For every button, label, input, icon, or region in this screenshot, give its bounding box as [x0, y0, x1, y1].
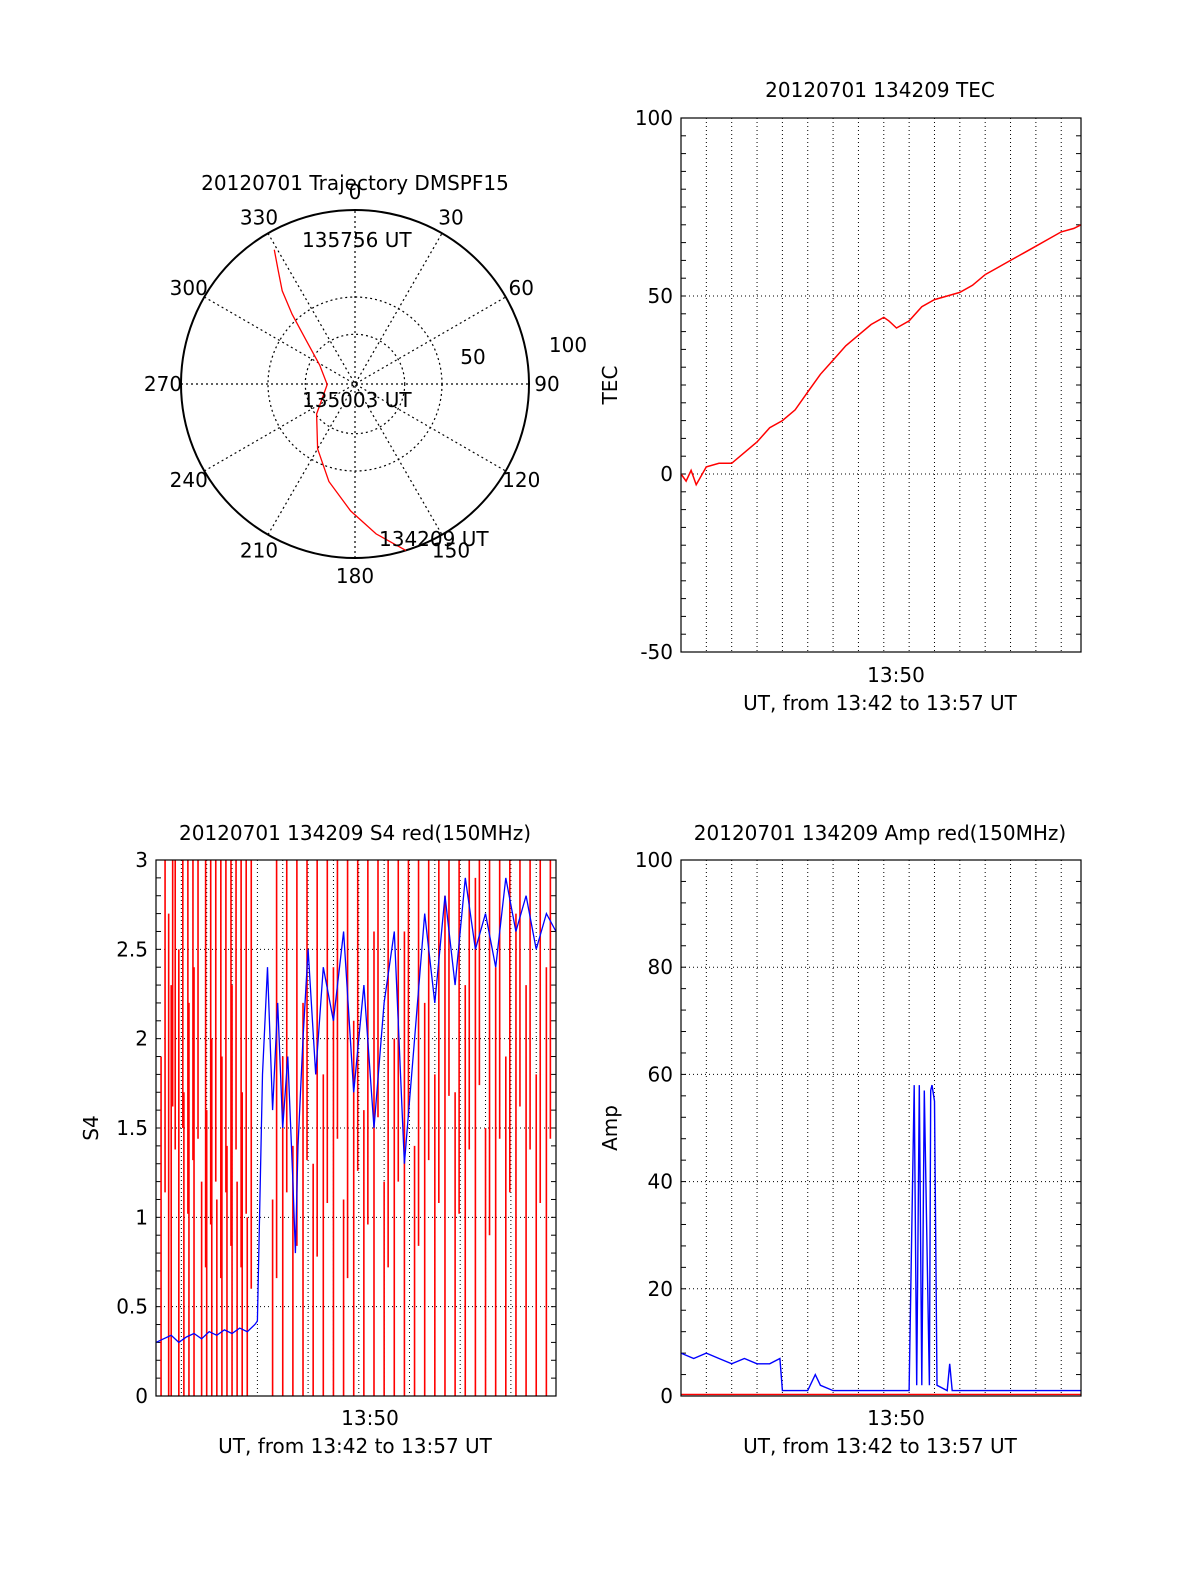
amp-xlabel: UT, from 13:42 to 13:57 UT [743, 1434, 1018, 1458]
tec-plot-area: 100 50 0 -50 [635, 106, 1082, 664]
amp-ylabel: Amp [598, 1105, 622, 1151]
plot-frame [680, 859, 1082, 1397]
s4-title: 20120701 134209 S4 red(150MHz) [179, 821, 531, 845]
polar-spoke-60 [204, 296, 506, 472]
amp-plot-area: 100 80 60 40 20 0 [635, 848, 1082, 1408]
polar-angle-label-330: 330 [240, 206, 278, 230]
polar-title: 20120701 Trajectory DMSPF15 [201, 171, 509, 195]
polar-trajectory [273, 249, 407, 551]
amp-title: 20120701 134209 Amp red(150MHz) [694, 821, 1066, 845]
ytick-label: 20 [648, 1277, 673, 1301]
polar-angle-label-180: 180 [336, 564, 374, 588]
tec-ylabel: TEC [598, 366, 622, 406]
polar-panel: 20120701 Trajectory DMSPF15 0 30 60 90 120 15… [144, 171, 587, 588]
ytick-label: 40 [648, 1170, 673, 1194]
ytick-label: -50 [640, 640, 673, 664]
s4-ylabel: S4 [79, 1115, 103, 1140]
polar-angle-label-150: 150 [432, 538, 470, 562]
trajectory-line [273, 249, 407, 551]
trajectory-mid-label: 135003 UT [302, 388, 412, 412]
ytick-label: 2.5 [116, 937, 148, 961]
polar-angle-label-210: 210 [240, 538, 278, 562]
polar-grid-circle-1 [304, 333, 406, 435]
s4-plot-area: 3 2.5 2 1.5 1 0.5 0 [116, 848, 557, 1408]
ytick-label: 0 [660, 462, 673, 486]
ytick-label: 2 [135, 1027, 148, 1051]
ytick-label: 0 [135, 1384, 148, 1408]
polar-radial-label-50: 50 [460, 345, 485, 369]
ytick-label: 3 [135, 848, 148, 872]
ytick-label: 1.5 [116, 1116, 148, 1140]
ytick-label: 0 [660, 1384, 673, 1408]
s4-xtick-label: 13:50 [341, 1406, 399, 1430]
polar-angle-label-60: 60 [509, 276, 534, 300]
ytick-label: 1 [135, 1205, 148, 1229]
tec-xlabel: UT, from 13:42 to 13:57 UT [743, 691, 1018, 715]
series-0-line [680, 1084, 1081, 1392]
ytick-label: 60 [648, 1062, 673, 1086]
s4-xlabel: UT, from 13:42 to 13:57 UT [218, 1434, 493, 1458]
polar-angle-label-300: 300 [170, 276, 208, 300]
polar-spoke-120 [204, 296, 506, 472]
tec-title: 20120701 134209 TEC [765, 78, 995, 102]
amp-xtick-label: 13:50 [867, 1406, 925, 1430]
polar-angle-labels: 0 30 60 90 120 150 180 210 240 270 300 330 [144, 180, 560, 588]
polar-angle-label-30: 30 [438, 206, 463, 230]
s4-panel: 20120701 134209 S4 red(150MHz) 3 2.5 2 1.5 1… [79, 821, 557, 1458]
polar-angle-label-120: 120 [502, 468, 540, 492]
polar-angle-label-90: 90 [534, 372, 559, 396]
polar-grid [180, 209, 530, 559]
polar-radial-labels: 50 100 [460, 333, 587, 369]
ytick-label: 0.5 [116, 1295, 148, 1319]
polar-angle-label-240: 240 [170, 468, 208, 492]
polar-spoke-30 [267, 233, 443, 535]
polar-spoke-150 [267, 233, 443, 535]
plot-frame [680, 117, 1082, 653]
amp-panel: 20120701 134209 Amp red(150MHz) 100 80 60 4… [598, 821, 1082, 1458]
polar-radial-label-100: 100 [549, 333, 587, 357]
ytick-label: 100 [635, 106, 673, 130]
trajectory-end-label: 135756 UT [302, 228, 412, 252]
trajectory-start-label: 134209 UT [379, 527, 489, 551]
series-0-line [680, 224, 1082, 487]
ytick-label: 100 [635, 848, 673, 872]
plot-frame [155, 859, 557, 1397]
ytick-label: 50 [648, 284, 673, 308]
series-1-line [155, 877, 557, 1344]
polar-angle-label-0: 0 [349, 180, 362, 204]
polar-angle-label-270: 270 [144, 372, 182, 396]
ytick-label: 80 [648, 955, 673, 979]
tec-xtick-label: 13:50 [867, 663, 925, 687]
